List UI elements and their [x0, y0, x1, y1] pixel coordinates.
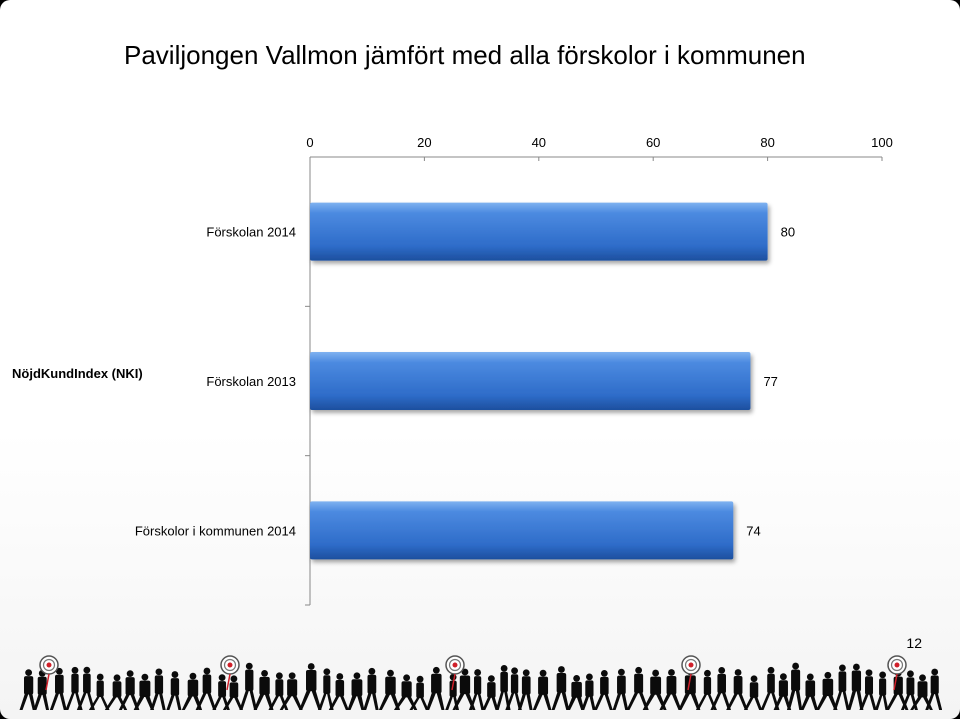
person-silhouette [195, 667, 217, 710]
bar [310, 202, 768, 261]
person-silhouette [133, 673, 155, 710]
value-label: 74 [746, 523, 760, 538]
target-icon [39, 655, 59, 691]
x-tick-label: 20 [417, 135, 431, 150]
person-silhouette [363, 667, 379, 710]
person-silhouette [532, 669, 552, 710]
person-silhouette [612, 668, 629, 710]
person-silhouette [268, 672, 289, 710]
person-silhouette [710, 666, 731, 710]
person-silhouette [642, 669, 667, 710]
person-silhouette [517, 669, 533, 710]
person-silhouette [626, 666, 649, 710]
page-number: 12 [906, 635, 922, 651]
slide-title: Paviljongen Vallmon jämfört med alla för… [124, 40, 806, 70]
person-silhouette [910, 674, 933, 710]
person-silhouette [76, 666, 95, 710]
person-silhouette [760, 666, 780, 710]
target-icon [445, 655, 465, 691]
person-silhouette [150, 668, 166, 710]
person-silhouette [253, 669, 274, 710]
category-label: Förskolan 2014 [206, 225, 296, 240]
person-silhouette [166, 671, 182, 710]
person-silhouette [317, 668, 334, 710]
person-silhouette [581, 673, 596, 710]
person-silhouette [328, 673, 349, 710]
bar [310, 352, 751, 410]
person-silhouette [859, 669, 877, 710]
person-silhouette [833, 664, 850, 710]
x-tick-label: 60 [646, 135, 660, 150]
x-tick-label: 0 [306, 135, 313, 150]
person-silhouette [743, 675, 763, 710]
person-silhouette [551, 666, 570, 710]
nki-bar-chart: 0 20 40 60 80 100 Förskolan 2014 80 Förskolan 20… [12, 135, 893, 606]
person-silhouette [378, 669, 401, 710]
person-silhouette [874, 671, 889, 710]
target-icon [681, 655, 701, 691]
person-silhouette [181, 672, 203, 710]
person-silhouette [409, 675, 429, 710]
bar [310, 501, 734, 560]
person-silhouette [347, 672, 365, 710]
group-label: NöjdKundIndex (NKI) [12, 366, 143, 381]
person-silhouette [726, 669, 748, 710]
person-silhouette [482, 675, 499, 710]
person-silhouette [925, 668, 942, 710]
target-icon [887, 655, 907, 691]
person-silhouette [452, 668, 476, 710]
person-silhouette [816, 671, 838, 710]
footer-silhouettes-image [19, 655, 942, 710]
person-silhouette [118, 670, 140, 710]
person-silhouette [279, 672, 303, 710]
person-silhouette [847, 663, 864, 710]
person-silhouette [299, 663, 322, 710]
x-tick-label: 80 [760, 135, 774, 150]
person-silhouette [19, 669, 36, 710]
person-silhouette [495, 665, 511, 710]
person-silhouette [567, 675, 585, 710]
person-silhouette [786, 662, 803, 710]
person-silhouette [426, 666, 445, 710]
person-silhouette [468, 669, 485, 710]
person-silhouette [393, 674, 418, 710]
value-label: 77 [763, 374, 777, 389]
value-label: 80 [781, 225, 795, 240]
x-tick-label: 40 [532, 135, 546, 150]
person-silhouette [800, 673, 819, 710]
person-silhouette [900, 670, 918, 710]
person-silhouette [678, 668, 701, 710]
x-tick-label: 100 [871, 135, 893, 150]
person-silhouette [239, 662, 258, 710]
category-label: Förskolan 2013 [206, 374, 296, 389]
category-label: Förskolor i kommunen 2014 [135, 523, 296, 538]
target-icon [220, 655, 240, 691]
person-silhouette [593, 669, 613, 710]
person-silhouette [659, 669, 682, 710]
person-silhouette [49, 667, 67, 710]
